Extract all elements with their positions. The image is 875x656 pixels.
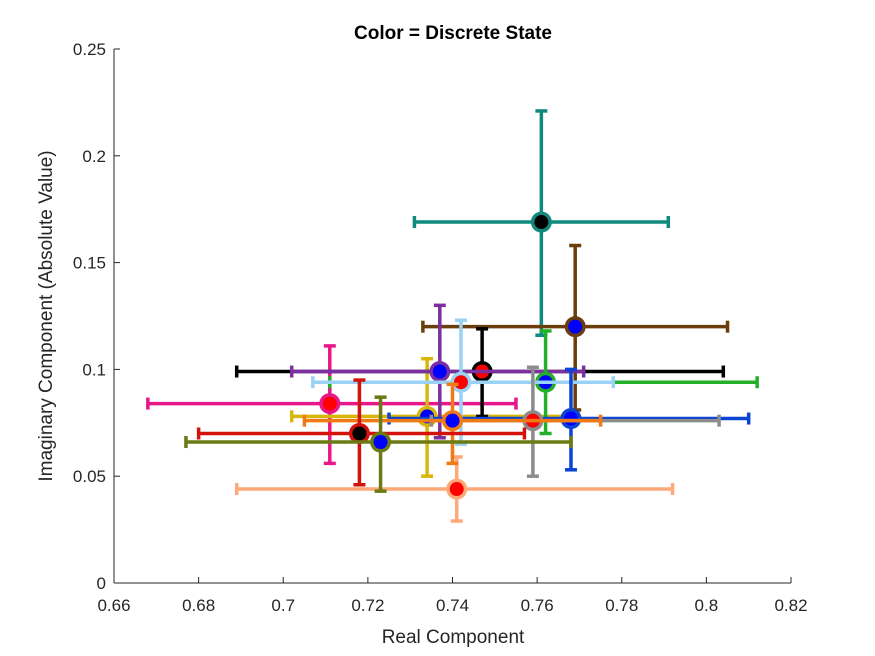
x-tick-label: 0.66 [97,596,130,615]
x-axis-label: Real Component [382,627,525,648]
axes: 0.66 0.68 0.7 0.72 0.74 0.76 0.78 0.8 0.82 0 0.05 0… [73,40,808,615]
x-tick-label: 0.8 [695,596,719,615]
data-point [432,364,447,379]
error-bar-point [412,109,671,337]
data-point [445,413,460,428]
y-tick-label: 0.15 [73,254,106,273]
chart-title: Color = Discrete State [354,23,552,44]
x-tick-label: 0.82 [774,596,807,615]
data-point [563,411,578,426]
x-tick-label: 0.78 [605,596,638,615]
data-point [373,435,388,450]
x-tick-label: 0.76 [521,596,554,615]
data-point [453,375,468,390]
y-tick-label: 0 [97,574,106,593]
x-tick-label: 0.74 [436,596,469,615]
data-point [449,482,464,497]
error-bar-point [184,395,573,493]
data-point [568,319,583,334]
y-axis-label: Imaginary Component (Absolute Value) [36,150,57,481]
x-tick-label: 0.68 [182,596,215,615]
error-bar-point [302,382,603,466]
y-tick-label: 0.25 [73,40,106,59]
error-bar-point [234,455,675,523]
error-bar-point [289,303,586,440]
chart-marks [146,109,759,523]
data-point [322,396,337,411]
error-bar-point [146,344,518,466]
error-bar-point [196,378,527,487]
y-tick-label: 0.1 [82,360,106,379]
data-point [352,426,367,441]
data-point [534,215,549,230]
x-tick-label: 0.7 [271,596,295,615]
y-tick-label: 0.05 [73,467,106,486]
x-tick-label: 0.72 [351,596,384,615]
y-tick-label: 0.2 [82,147,106,166]
